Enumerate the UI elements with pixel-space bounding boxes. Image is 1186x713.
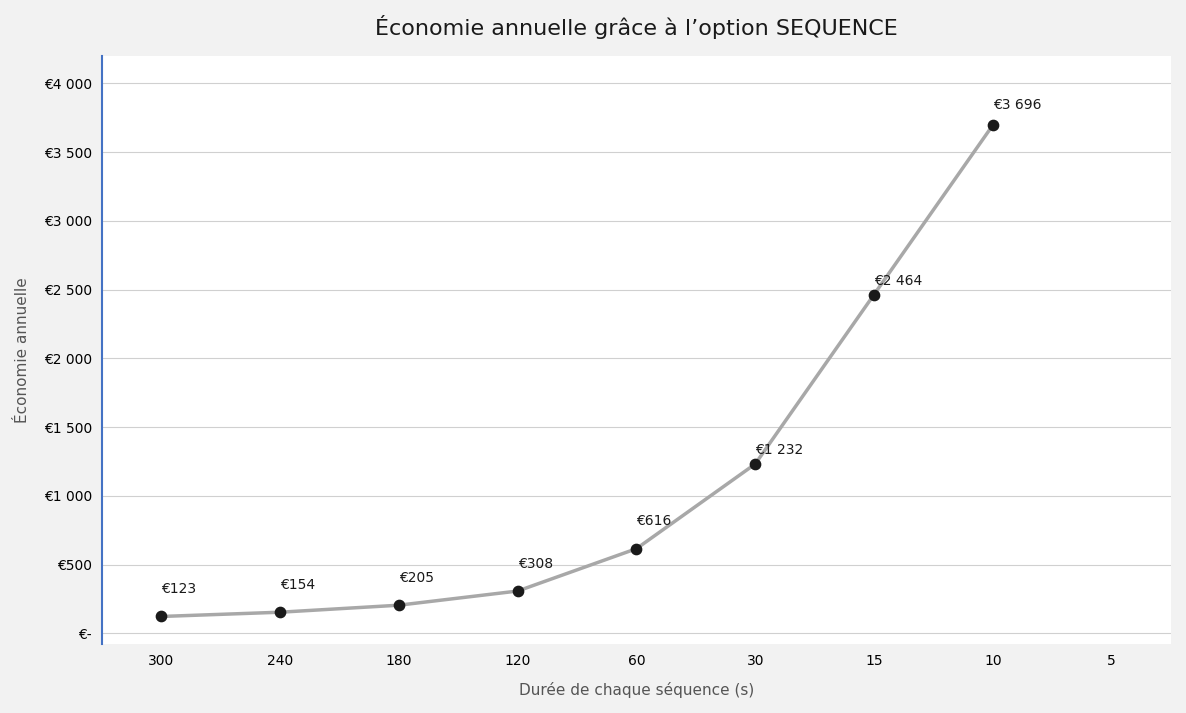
Point	[983, 120, 1002, 131]
Text: €154: €154	[280, 578, 315, 592]
Text: €3 696: €3 696	[993, 98, 1041, 112]
Point	[746, 458, 765, 470]
Point	[627, 543, 646, 555]
Point	[865, 289, 884, 300]
Point	[270, 607, 289, 618]
Point	[508, 585, 527, 597]
Y-axis label: Économie annuelle: Économie annuelle	[15, 277, 30, 423]
X-axis label: Durée de chaque séquence (s): Durée de chaque séquence (s)	[518, 682, 754, 698]
Text: €616: €616	[637, 514, 671, 528]
Point	[152, 611, 171, 622]
Title: Économie annuelle grâce à l’option SEQUENCE: Économie annuelle grâce à l’option SEQUE…	[375, 15, 898, 39]
Text: €2 464: €2 464	[874, 274, 923, 288]
Text: €205: €205	[398, 571, 434, 585]
Text: €308: €308	[517, 557, 553, 570]
Text: €1 232: €1 232	[755, 443, 803, 457]
Text: €123: €123	[161, 582, 197, 596]
Point	[389, 600, 408, 611]
